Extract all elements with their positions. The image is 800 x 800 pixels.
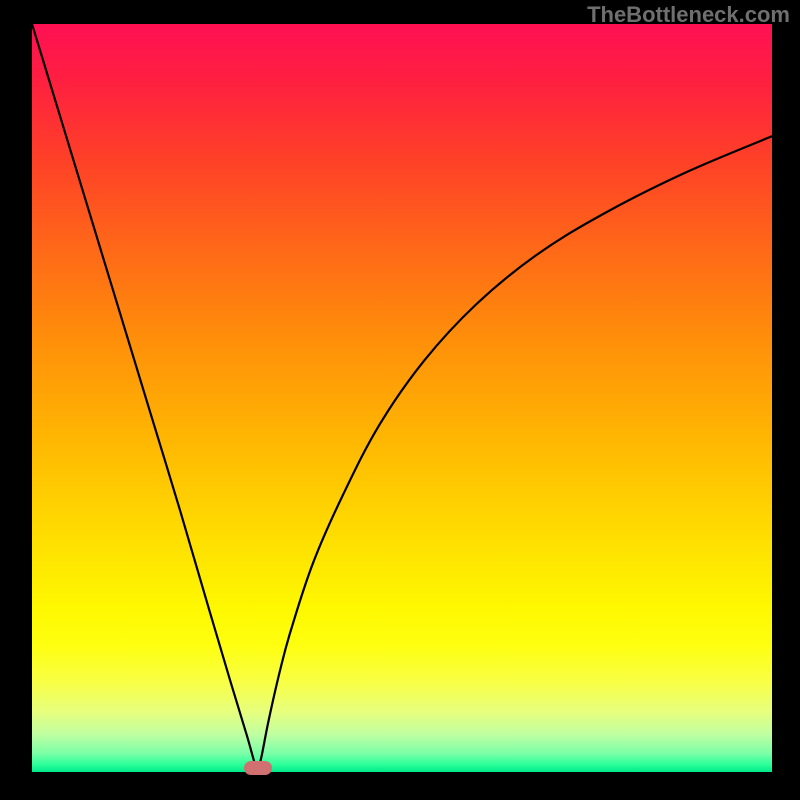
curve-left [32,24,258,771]
plot-area [32,24,772,772]
chart-container: TheBottleneck.com [0,0,800,800]
minimum-marker [244,761,272,775]
watermark-text: TheBottleneck.com [587,2,790,28]
plot-svg [32,24,772,772]
curve-right [258,136,772,770]
